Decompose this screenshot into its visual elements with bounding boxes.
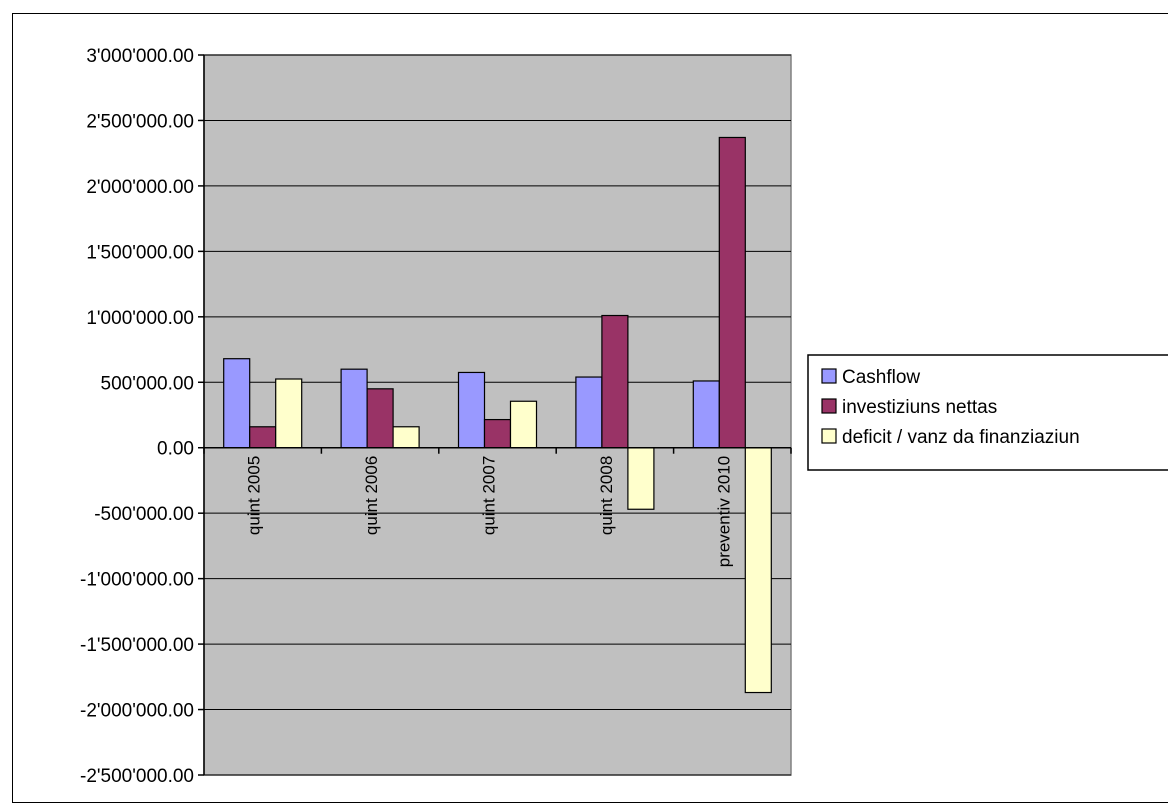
- bar-investiziuns-nettas: [601, 314, 629, 449]
- y-tick-label: 1'500'000.00: [86, 242, 194, 263]
- bar-investiziuns-nettas: [483, 418, 512, 449]
- bar-deficit-vanz-da-finanziaziun: [392, 426, 420, 449]
- y-tick-label: 1'000'000.00: [86, 308, 194, 329]
- legend-swatch: [821, 428, 837, 444]
- bar-investiziuns-nettas: [249, 426, 277, 449]
- legend-swatch: [821, 398, 837, 414]
- bar-investiziuns-nettas: [718, 136, 746, 449]
- legend: Cashflow investiziuns nettas deficit / van…: [807, 354, 1168, 471]
- legend-swatch: [821, 368, 837, 384]
- bar-cashflow: [457, 371, 486, 449]
- y-tick-label: 3'000'000.00: [86, 46, 194, 67]
- bar-deficit-vanz-da-finanziaziun: [275, 378, 303, 449]
- y-axis: 3'000'000.00 2'500'000.00 2'000'000.00 1'50…: [80, 46, 205, 787]
- bar-deficit-vanz-da-finanziaziun: [509, 400, 538, 449]
- legend-box: [807, 354, 1168, 471]
- y-tick-label: -1'500'000.00: [80, 635, 194, 656]
- y-tick-label: -2'500'000.00: [80, 766, 194, 787]
- legend-label: investiziuns nettas: [842, 397, 997, 418]
- bar-cashflow: [223, 358, 251, 449]
- category-label: quint 2007: [480, 456, 499, 535]
- bar-deficit-vanz-da-finanziaziun: [627, 447, 655, 510]
- y-tick-label: 2'000'000.00: [86, 177, 194, 198]
- legend-label: deficit / vanz da finanziaziun: [842, 427, 1080, 448]
- bar-cashflow: [692, 380, 720, 449]
- category-label: quint 2006: [362, 456, 381, 535]
- y-tick-label: -1'000'000.00: [80, 570, 194, 591]
- bar-cashflow: [575, 376, 603, 449]
- y-tick-label: -2'000'000.00: [80, 701, 194, 722]
- y-tick-label: 2'500'000.00: [86, 111, 194, 132]
- category-label: preventiv 2010: [714, 456, 733, 568]
- chart-frame: [12, 13, 1168, 803]
- category-label: quint 2008: [597, 456, 616, 535]
- y-tick-label: -500'000.00: [94, 504, 194, 525]
- bars: [223, 136, 772, 694]
- zero-axis: [203, 446, 792, 454]
- bar-deficit-vanz-da-finanziaziun: [744, 447, 772, 694]
- bar-cashflow: [340, 368, 368, 449]
- legend-label: Cashflow: [842, 367, 920, 388]
- category-labels: quint 2005 quint 2006 quint 2007 quint 2008…: [245, 456, 734, 568]
- y-tick-label: 0.00: [157, 439, 194, 460]
- category-label: quint 2005: [245, 456, 264, 535]
- bar-investiziuns-nettas: [366, 388, 394, 449]
- y-tick-label: 500'000.00: [101, 373, 194, 394]
